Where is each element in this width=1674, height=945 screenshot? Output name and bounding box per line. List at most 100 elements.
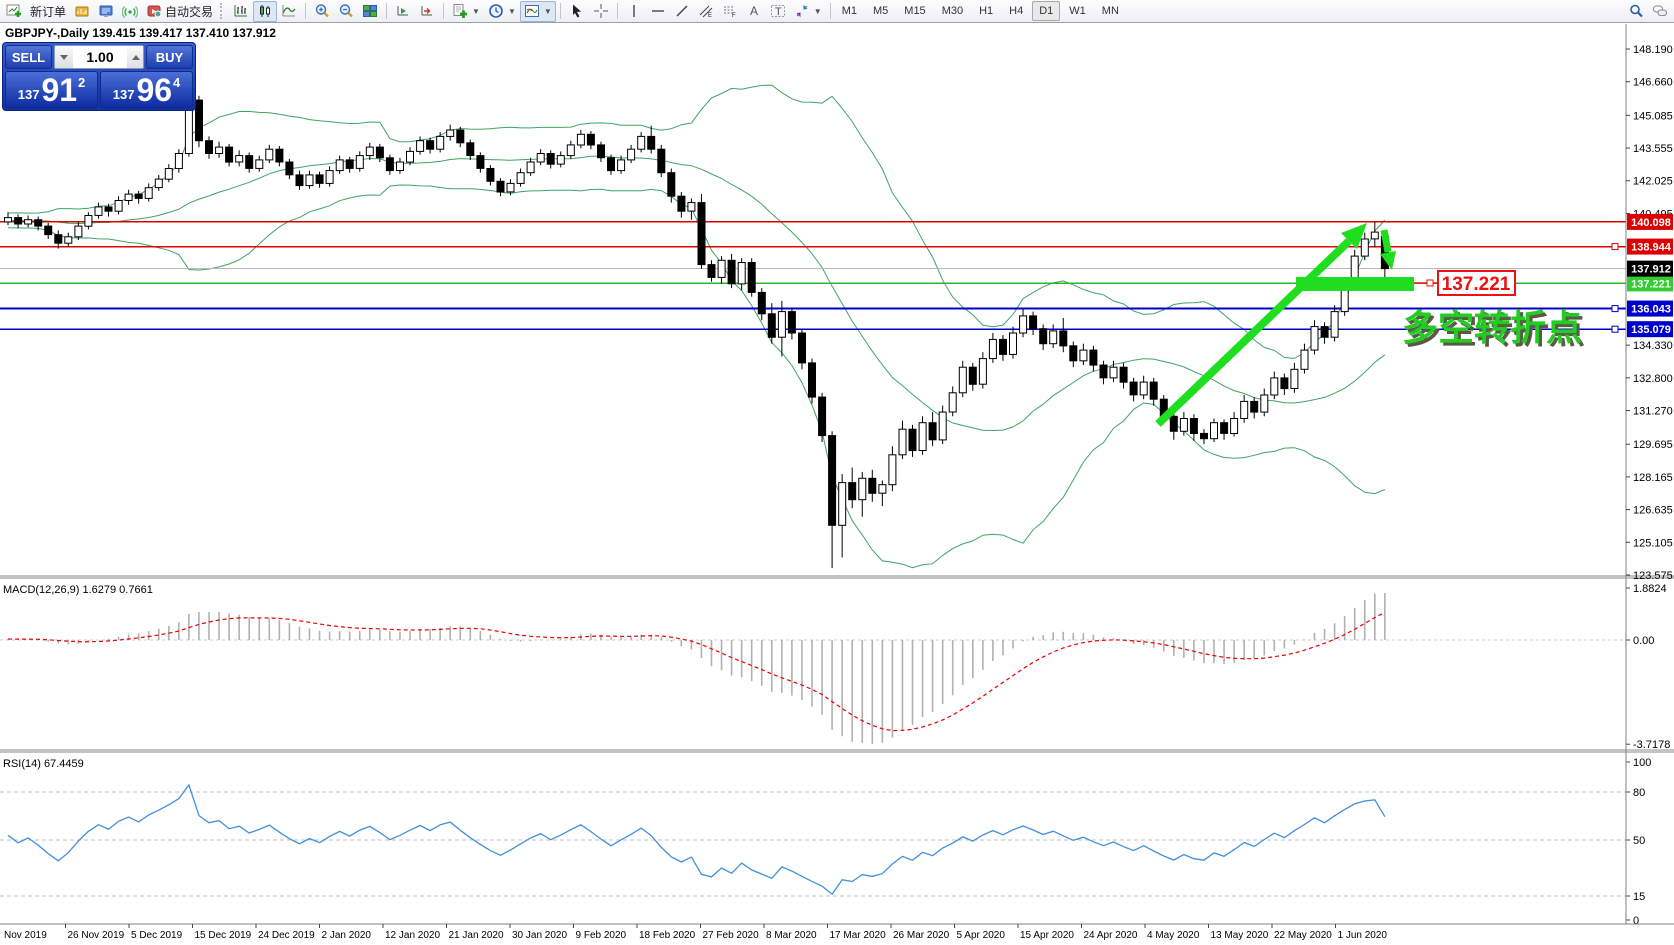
candle (918, 416, 927, 455)
market-watch-button[interactable] (94, 1, 118, 22)
svg-text:E: E (708, 13, 712, 19)
chat-icon (1652, 3, 1668, 19)
candle (84, 212, 93, 230)
price-callout-box[interactable] (1437, 270, 1516, 296)
zoom-in-button[interactable] (310, 1, 334, 22)
candle (104, 203, 113, 217)
candle (1330, 305, 1339, 342)
periods-button[interactable]: ▼ (484, 1, 520, 22)
sell-price-button[interactable]: 137 91 2 (5, 71, 98, 108)
support-zone-bar[interactable] (1296, 277, 1414, 291)
price-label-text: 138.944 (1631, 242, 1672, 254)
trendline-tool-button[interactable] (670, 1, 694, 22)
hline-handle[interactable] (1611, 243, 1619, 251)
date-label: 15 Dec 2019 (195, 930, 252, 941)
volume-input[interactable] (73, 46, 127, 68)
candle (225, 143, 234, 167)
vertical-line-tool-button[interactable] (622, 1, 646, 22)
bar-chart-icon (233, 3, 249, 19)
zoom-out-button[interactable] (334, 1, 358, 22)
turning-point-text[interactable]: 多空转折点 (1402, 307, 1582, 348)
indicator-panes: MACD(12,26,9) 1.6279 0.7661 RSI(14) 67.44… (0, 584, 1626, 897)
candle (124, 189, 133, 205)
candle (1210, 418, 1218, 442)
timeframe-W1[interactable]: W1 (1069, 5, 1086, 17)
candle (1059, 318, 1068, 353)
new-chart-button[interactable] (2, 1, 26, 22)
line-chart-mode-button[interactable] (277, 1, 301, 22)
candle (305, 170, 314, 189)
trend-arrow[interactable] (1155, 238, 1352, 427)
candle-chart-mode-button[interactable] (253, 0, 278, 22)
price-label-text: 135.079 (1631, 324, 1671, 336)
bollinger-bands (7, 84, 1386, 569)
timeframe-H4[interactable]: H4 (1009, 5, 1024, 17)
svg-text:50: 50 (1633, 835, 1645, 847)
candle (235, 150, 244, 167)
candle (1260, 388, 1269, 417)
candles (4, 93, 1389, 569)
arrows-tool-button[interactable]: ▼ (790, 1, 826, 22)
text-tool-button[interactable]: A (742, 1, 766, 22)
templates-button[interactable]: ▼ (519, 0, 556, 22)
volume-down-button[interactable] (55, 46, 73, 68)
crosshair-tool-button[interactable] (589, 1, 613, 22)
candle (285, 158, 294, 180)
chart-shift-button[interactable] (415, 1, 439, 22)
timeframe-M15[interactable]: M15 (904, 5, 926, 17)
buy-price-prefix: 137 (112, 87, 135, 102)
cursor-icon (569, 3, 585, 19)
hline-handle[interactable] (1611, 305, 1619, 313)
buy-price-button[interactable]: 137 96 4 (100, 71, 193, 108)
candle (727, 253, 736, 289)
candle (597, 141, 605, 162)
timeframe-M30[interactable]: M30 (941, 5, 964, 17)
toolbar-separator (443, 3, 445, 19)
indicators-button[interactable]: ▼ (448, 1, 484, 22)
text-label-tool-button[interactable]: T (766, 1, 790, 22)
candle (1099, 360, 1108, 385)
signal-button[interactable] (118, 1, 142, 22)
timeframe-MN[interactable]: MN (1101, 5, 1119, 17)
periods-clock-icon (488, 3, 504, 19)
timeframe-M1[interactable]: M1 (841, 5, 857, 17)
candle (1360, 232, 1369, 261)
candle (416, 136, 425, 155)
hline-handle[interactable] (1611, 325, 1619, 333)
svg-text:F: F (732, 13, 736, 19)
toolbar-group-handle[interactable] (220, 3, 226, 19)
horizontal-line-tool-button[interactable] (646, 1, 670, 22)
timeframe-M5[interactable]: M5 (873, 5, 889, 17)
chart-autoscroll-button[interactable] (391, 1, 415, 22)
profiles-button[interactable] (70, 1, 94, 22)
date-label: 27 Feb 2020 (703, 930, 760, 941)
bar-chart-mode-button[interactable] (229, 1, 253, 22)
volume-up-button[interactable] (127, 46, 143, 68)
candle (476, 152, 485, 173)
channel-tool-button[interactable]: E (694, 1, 718, 22)
new-order-button[interactable]: 新订单 (26, 1, 70, 22)
buy-button[interactable]: BUY (146, 45, 193, 69)
cursor-tool-button[interactable] (565, 1, 589, 22)
volume-down-icon (60, 54, 68, 60)
chat-button[interactable] (1648, 1, 1672, 22)
callout-handle[interactable] (1426, 279, 1434, 287)
macd-pane: MACD(12,26,9) 1.6279 0.7661 (0, 584, 1626, 744)
timeframe-H1[interactable]: H1 (979, 5, 994, 17)
fibonacci-tool-button[interactable]: F (718, 1, 742, 22)
tile-windows-button[interactable] (358, 1, 382, 22)
candle (627, 144, 636, 164)
candle (74, 221, 83, 240)
bb-lower (7, 184, 1386, 569)
price-tick-label: 126.635 (1633, 505, 1673, 517)
candle (1129, 377, 1138, 402)
sell-button[interactable]: SELL (5, 45, 52, 69)
turning-point-shadow: 多空转折点 (1405, 310, 1585, 351)
pullback-arrow[interactable] (1380, 229, 1392, 253)
autotrading-button[interactable]: 自动交易 (142, 1, 217, 22)
candle (1139, 375, 1148, 400)
search-button[interactable] (1624, 1, 1648, 22)
timeframe-D1[interactable]: D1 (1032, 1, 1061, 21)
chart-canvas[interactable]: MACD(12,26,9) 1.6279 0.7661 RSI(14) 67.44… (0, 23, 1674, 945)
sell-button-label: SELL (11, 49, 46, 65)
